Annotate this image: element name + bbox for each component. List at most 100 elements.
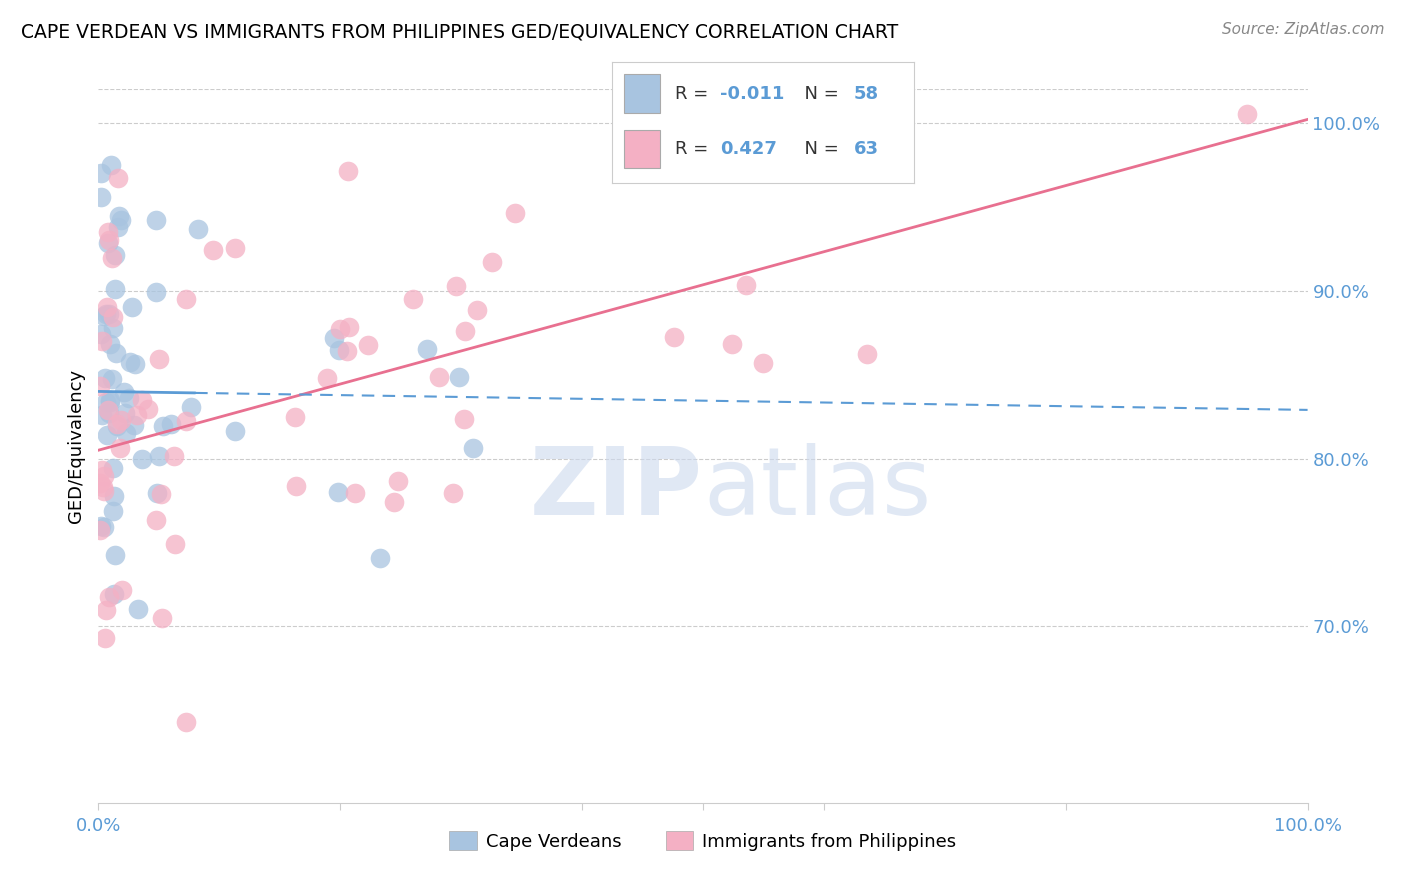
Text: R =: R = [675, 139, 714, 158]
Point [148, 450, 170, 464]
Text: 58: 58 [853, 86, 879, 103]
Point [150, 611, 173, 625]
Text: 63: 63 [853, 139, 879, 158]
Text: CAPE VERDEAN VS IMMIGRANTS FROM PHILIPPINES GED/EQUIVALENCY CORRELATION CHART: CAPE VERDEAN VS IMMIGRANTS FROM PHILIPPI… [21, 22, 898, 41]
Point [96, 235, 118, 250]
Text: -0.011: -0.011 [720, 86, 785, 103]
Point [145, 285, 167, 300]
Point [105, 417, 128, 431]
Point [108, 442, 131, 456]
Point [104, 548, 127, 562]
Point [328, 343, 350, 358]
Point [94, 394, 117, 409]
Point [284, 479, 307, 493]
Point [90, 408, 112, 422]
Text: Source: ZipAtlas.com: Source: ZipAtlas.com [1222, 22, 1385, 37]
Point [108, 210, 131, 224]
Point [112, 385, 135, 400]
Point [90, 518, 112, 533]
Point [107, 171, 129, 186]
Point [90, 326, 112, 341]
Point [148, 352, 170, 367]
Point [110, 413, 132, 427]
Point [90, 165, 112, 179]
Text: ZIP: ZIP [530, 442, 703, 535]
Point [107, 219, 129, 234]
Point [122, 418, 145, 433]
Point [427, 370, 450, 384]
FancyBboxPatch shape [624, 130, 659, 169]
Point [131, 392, 153, 407]
Point [103, 461, 125, 475]
Point [111, 582, 134, 597]
Point [91, 463, 114, 477]
Point [402, 292, 425, 306]
Point [416, 343, 439, 357]
Point [101, 321, 124, 335]
Point [224, 241, 246, 255]
Point [461, 442, 484, 456]
Point [90, 190, 112, 204]
Point [813, 107, 835, 121]
Point [145, 212, 167, 227]
Point [453, 412, 475, 426]
Point [118, 391, 141, 405]
Point [98, 395, 121, 409]
Point [125, 409, 148, 423]
Point [357, 338, 380, 352]
Point [121, 300, 143, 314]
Point [136, 402, 159, 417]
Text: 0.427: 0.427 [720, 139, 778, 158]
Point [145, 486, 167, 500]
Point [336, 344, 359, 359]
Point [93, 469, 115, 483]
Point [93, 520, 115, 534]
Point [343, 486, 366, 500]
Point [96, 301, 118, 315]
Point [118, 355, 141, 369]
Point [384, 494, 406, 508]
Point [97, 225, 120, 239]
Point [174, 414, 197, 428]
Legend: Cape Verdeans, Immigrants from Philippines: Cape Verdeans, Immigrants from Philippin… [443, 824, 963, 858]
Point [503, 205, 526, 219]
Point [323, 331, 346, 345]
Point [110, 213, 132, 227]
Point [856, 347, 879, 361]
Text: atlas: atlas [703, 442, 931, 535]
Point [465, 302, 488, 317]
Point [163, 450, 186, 464]
Point [114, 406, 136, 420]
Point [201, 243, 224, 257]
Point [98, 392, 121, 407]
Point [89, 523, 111, 537]
Point [180, 400, 202, 414]
Point [101, 372, 124, 386]
Point [98, 406, 121, 420]
Point [93, 483, 115, 498]
Point [91, 480, 114, 494]
Point [145, 513, 167, 527]
Point [96, 427, 118, 442]
Point [90, 334, 112, 348]
Point [721, 337, 744, 351]
Point [98, 233, 121, 247]
Text: R =: R = [675, 86, 714, 103]
Point [105, 419, 128, 434]
Point [187, 222, 209, 236]
Point [98, 336, 121, 351]
Point [94, 603, 117, 617]
Point [481, 255, 503, 269]
Text: N =: N = [793, 86, 845, 103]
Point [101, 310, 124, 325]
Point [101, 504, 124, 518]
Y-axis label: GED/Equivalency: GED/Equivalency [66, 369, 84, 523]
Point [94, 371, 117, 385]
Point [387, 475, 409, 489]
Point [160, 417, 183, 431]
Point [284, 409, 307, 424]
Point [337, 320, 360, 334]
Point [100, 158, 122, 172]
Point [98, 590, 121, 604]
Point [104, 248, 127, 262]
